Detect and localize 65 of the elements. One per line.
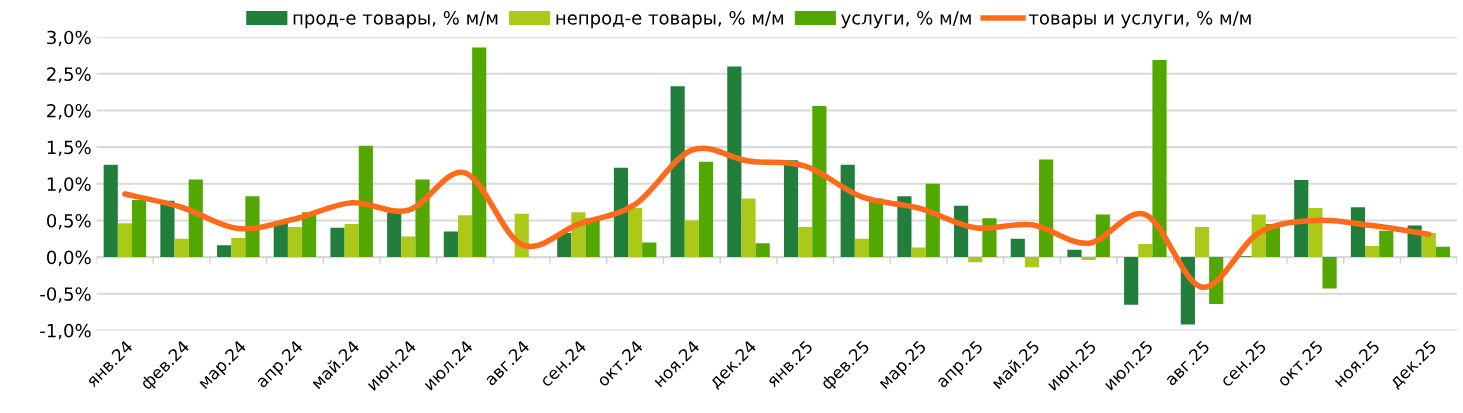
- bar: [1067, 249, 1082, 258]
- bar: [1194, 227, 1210, 258]
- legend-label: товары и услуги, % м/м: [1028, 10, 1251, 29]
- y-tick-label: -1,0%: [40, 323, 91, 340]
- bar: [1039, 159, 1054, 258]
- bar: [812, 106, 827, 258]
- bar: [415, 179, 430, 258]
- y-tick-label: 2,5%: [47, 67, 91, 83]
- y-tick-label: 1,5%: [47, 140, 91, 157]
- bar: [925, 183, 940, 258]
- y-tick-label: 1,0%: [47, 177, 91, 193]
- bar: [217, 245, 232, 258]
- bar: [783, 160, 799, 258]
- bar: [1365, 246, 1380, 258]
- bar: [1124, 257, 1139, 305]
- legend-label: прод-е товары, % м/м: [293, 10, 498, 29]
- bar: [160, 200, 175, 258]
- y-tick-label: 3,0%: [47, 30, 91, 47]
- bar: [1435, 246, 1451, 258]
- bar: [741, 198, 756, 258]
- bar: [231, 238, 246, 258]
- y-tick-label: 0,5%: [47, 213, 91, 230]
- bar: [684, 220, 699, 258]
- bar: [854, 238, 869, 258]
- bar: [798, 227, 813, 258]
- bar: [457, 215, 473, 258]
- bar: [287, 227, 303, 258]
- bar: [868, 198, 884, 258]
- y-tick-label: -0,5%: [40, 287, 91, 303]
- legend-label: непрод-е товары, % м/м: [556, 10, 784, 29]
- bar: [387, 213, 402, 258]
- bar: [1138, 243, 1153, 258]
- bar: [401, 236, 416, 258]
- bar: [117, 223, 132, 258]
- bar: [1294, 180, 1309, 258]
- bar: [1010, 238, 1025, 258]
- bar: [358, 145, 373, 258]
- bar: [1024, 257, 1040, 268]
- bar: [443, 231, 458, 258]
- bar: [755, 243, 770, 258]
- bar: [1379, 230, 1394, 258]
- bar: [897, 196, 912, 258]
- bar: [628, 207, 643, 258]
- bar: [1081, 257, 1096, 261]
- bar: [1152, 59, 1167, 258]
- bar: [344, 224, 359, 258]
- legend-label: услуги, % м/м: [841, 10, 971, 29]
- bar: [613, 167, 629, 258]
- bar: [472, 47, 487, 258]
- bar: [911, 247, 926, 258]
- bar: [174, 238, 189, 258]
- bar: [670, 86, 685, 258]
- bar: [245, 196, 260, 258]
- bar: [1322, 257, 1337, 289]
- bar: [727, 66, 742, 258]
- bar: [840, 164, 855, 258]
- bar: [330, 227, 345, 258]
- bar: [968, 257, 983, 263]
- bar: [103, 164, 118, 258]
- y-tick-label: 0,0%: [47, 250, 91, 267]
- bar: [642, 242, 657, 258]
- bar: [698, 161, 714, 258]
- y-tick-label: 2,0%: [47, 103, 91, 120]
- bar: [188, 179, 203, 258]
- bar: [131, 199, 147, 258]
